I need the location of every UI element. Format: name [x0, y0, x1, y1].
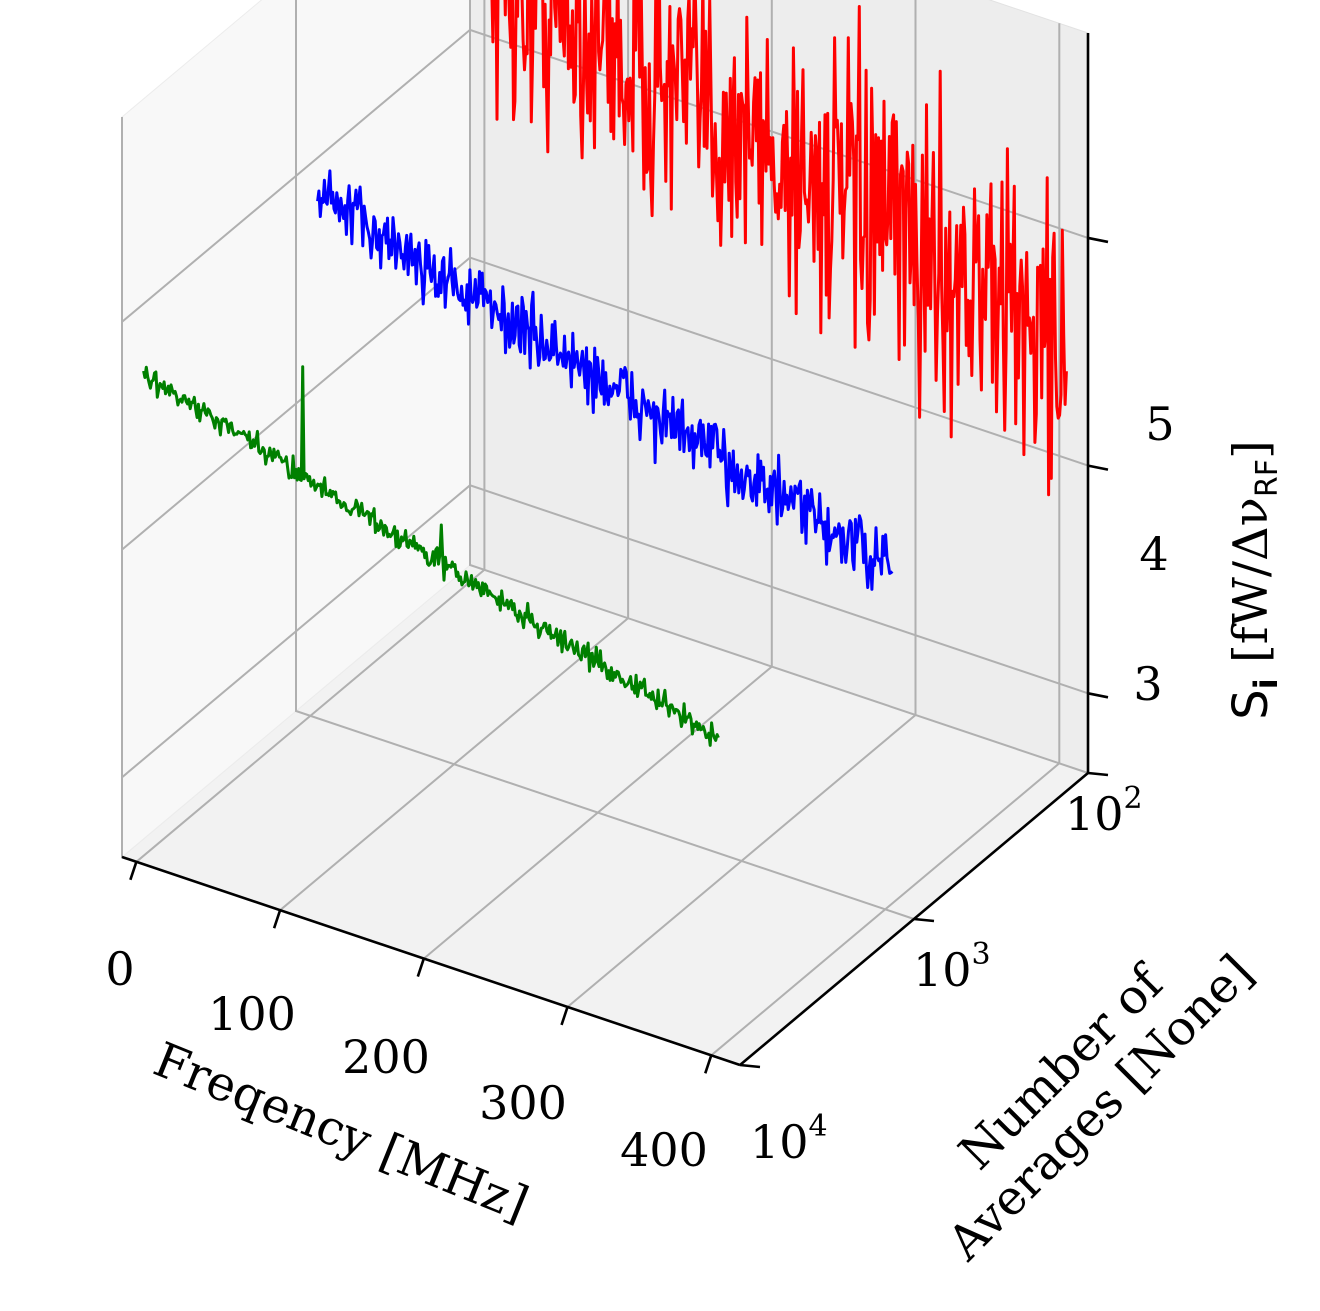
z-axis-title-unit: [fW/Δν: [1223, 497, 1279, 678]
z-tick-label-5: 5: [1145, 397, 1174, 451]
x-tick-0: [129, 861, 138, 881]
y-tick-exp-1e4: 4: [809, 1109, 828, 1144]
z-tick-1: [1087, 464, 1109, 471]
x-tick-label-200: 200: [342, 1030, 430, 1084]
y-tick-label-1e2: 102: [1065, 781, 1143, 841]
series-line-100: [490, 0, 1068, 497]
y-tick-base-1e4: 10: [750, 1115, 809, 1169]
x-tick-label-400: 400: [620, 1123, 708, 1177]
grid-line-z-1: [121, 256, 1089, 551]
x-tick-2: [416, 958, 426, 977]
axis-lines: [121, 33, 1109, 1074]
x-tick-3: [560, 1006, 569, 1026]
y-tick-label-1e4: 104: [750, 1109, 828, 1169]
x-axis-line: [121, 855, 741, 1067]
y-tick-label-1e3: 103: [913, 937, 991, 997]
z-axis-title-sub: i: [1247, 678, 1285, 689]
z-tick-label-3: 3: [1133, 657, 1162, 711]
z-tick-2: [1087, 236, 1109, 244]
series-line-1000: [316, 169, 894, 591]
z-axis-title-unit-close: ]: [1223, 440, 1279, 459]
x-tick-label-300: 300: [479, 1076, 567, 1130]
y-tick-base-1e2: 10: [1065, 787, 1124, 841]
x-tick-1: [272, 909, 282, 929]
z-tick-0: [1087, 692, 1109, 699]
x-tick-label-100: 100: [208, 987, 296, 1041]
z-axis-title-main: S: [1223, 689, 1279, 719]
y-tick-0: [1087, 771, 1109, 777]
y-tick-1: [913, 917, 935, 923]
x-axis-title: Freqency [MHz]: [146, 1032, 536, 1233]
grid-line-z-0: [121, 484, 1089, 779]
z-axis-title-unit-sub: RF: [1250, 459, 1285, 497]
z-axis-title: Si [fW/ΔνRF]: [1223, 440, 1285, 719]
grid-line-y-1: [295, 0, 915, 920]
x-tick-4: [704, 1054, 713, 1074]
grid-line-y-0: [469, 0, 1089, 774]
x-tick-label-0: 0: [105, 942, 134, 996]
y-tick-exp-1e3: 3: [972, 937, 991, 972]
data-series: [142, 0, 1068, 747]
y-tick-exp-1e2: 2: [1124, 781, 1143, 816]
y-tick-base-1e3: 10: [913, 943, 972, 997]
y-tick-2: [739, 1063, 761, 1069]
series-line-10000: [142, 365, 720, 747]
z-tick-label-4: 4: [1139, 527, 1168, 581]
